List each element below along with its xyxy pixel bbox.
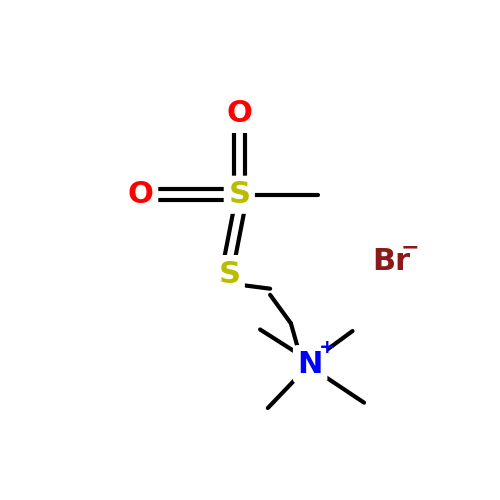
Text: Br: Br: [372, 247, 410, 276]
Text: +: +: [319, 338, 336, 356]
Text: S: S: [228, 180, 250, 209]
Text: O: O: [226, 100, 252, 128]
Text: N: N: [298, 350, 323, 378]
Text: −: −: [401, 238, 419, 258]
Text: S: S: [218, 260, 240, 288]
Text: O: O: [128, 180, 154, 209]
